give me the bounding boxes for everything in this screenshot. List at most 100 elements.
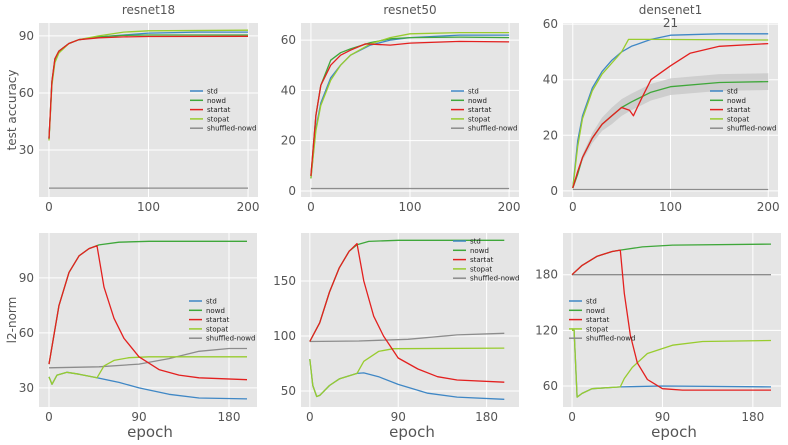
x-tick-label: 0 [45,410,53,424]
series-line-startat [48,245,248,381]
legend-label: stopat [206,325,228,333]
x-tick-label: 0 [306,410,314,424]
legend-label: stopat [470,265,492,273]
legend-label: nowd [586,307,605,315]
series-line-stopat [48,356,247,385]
legend-label: std [468,88,479,96]
y-tick-label: 60 [19,86,34,100]
y-axis-label: l2-norm [5,297,19,344]
y-tick-label: 20 [281,134,296,148]
legend-label: startat [207,106,231,114]
y-tick-label: 100 [273,329,296,343]
x-tick-label: 100 [137,200,160,214]
x-tick-label: 180 [218,410,241,424]
legend-label: shuffled-nowd [207,125,256,133]
legend-label: stopat [468,115,490,123]
y-tick-label: 150 [273,274,296,288]
axes-background [301,233,519,407]
y-tick-label: 20 [543,128,558,142]
legend-label: startat [470,256,494,264]
series-line-stopat [309,347,505,398]
series-line-startat [309,242,505,383]
series-line-startat [571,249,771,391]
legend-label: shuffled-nowd [206,335,255,343]
legend-label: std [470,238,481,246]
series-line-shuffled-nowd [309,332,505,343]
legend-label: stopat [727,115,749,123]
legend-label: std [206,298,217,306]
x-axis-label: epoch [651,423,697,441]
legend-label: startat [206,316,230,324]
x-tick-label: 200 [237,200,260,214]
axes-background [563,233,781,407]
y-tick-label: 60 [19,326,34,340]
y-tick-label: 50 [281,384,296,398]
y-tick-label: 90 [19,271,34,285]
legend-label: nowd [206,307,225,315]
legend-label: shuffled-nowd [727,125,776,133]
subplot-title: densenet1 21 [639,3,703,30]
legend-label: shuffled-nowd [470,275,519,283]
x-tick-label: 0 [568,410,576,424]
y-tick-label: 120 [535,323,558,337]
x-tick-label: 90 [391,410,406,424]
series-line-stopat [310,31,510,179]
y-tick-label: 30 [19,143,34,157]
x-tick-label: 100 [659,200,682,214]
legend-label: stopat [207,115,229,123]
x-tick-label: 90 [655,410,670,424]
series-line-stopat [572,329,772,398]
y-tick-label: 30 [19,381,34,395]
y-tick-label: 40 [281,83,296,97]
y-tick-label: 60 [281,33,296,47]
x-tick-label: 0 [569,200,577,214]
x-tick-label: 90 [131,410,146,424]
legend-label: std [727,88,738,96]
legend-label: startat [727,106,751,114]
x-tick-label: 180 [741,410,764,424]
x-tick-label: 0 [307,200,315,214]
series-line-stopat [572,38,769,189]
subplot-title: resnet50 [383,3,436,17]
legend-label: nowd [470,247,489,255]
y-tick-label: 40 [543,73,558,87]
legend-label: shuffled-nowd [468,125,517,133]
legend-label: stopat [586,325,608,333]
legend-label: nowd [207,97,226,105]
y-tick-label: 60 [543,379,558,393]
x-axis-label: epoch [389,423,435,441]
y-tick-label: 180 [535,268,558,282]
y-tick-label: 90 [19,29,34,43]
legend-label: nowd [727,97,746,105]
subplot-title: resnet18 [122,3,175,17]
x-tick-label: 200 [498,200,521,214]
y-tick-label: 0 [288,184,296,198]
series-line-shuffled-nowd [48,347,247,369]
nowd-confidence-band [572,73,769,189]
y-tick-label: 60 [543,17,558,31]
y-axis-label: test accuracy [5,70,19,151]
x-tick-label: 0 [45,200,53,214]
series-line-startat [310,40,510,176]
legend-label: std [586,298,597,306]
x-tick-label: 180 [475,410,498,424]
x-tick-label: 100 [399,200,422,214]
legend-label: startat [468,106,492,114]
legend-label: std [207,88,218,96]
y-tick-label: 0 [550,184,558,198]
series-line-startat [572,42,769,189]
series-line-startat [48,35,249,139]
